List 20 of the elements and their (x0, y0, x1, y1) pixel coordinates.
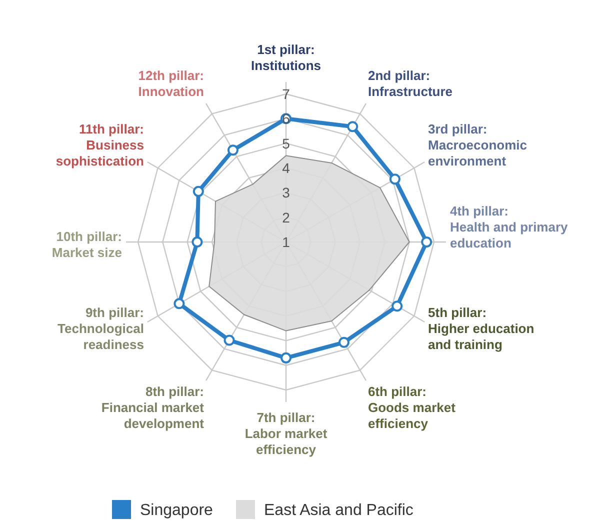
y-tick-label: 3 (282, 184, 290, 201)
y-tick-label: 4 (282, 160, 290, 176)
y-tick-label: 7 (282, 86, 290, 102)
spoke-label: 5th pillar: Higher education and training (428, 304, 534, 352)
spoke-label: 9th pillar: Technological readiness (58, 304, 144, 352)
spoke-label: 1st pillar: Institutions (250, 42, 322, 73)
spoke-label: 3rd pillar: Macroeconomic environment (428, 122, 528, 169)
spoke-label: 6th pillar: Goods market efficiency (368, 384, 456, 432)
spoke-label: 4th pillar: Health and primary education (450, 204, 569, 251)
y-tick-label: 1 (282, 234, 290, 250)
spoke-label: 10th pillar: Market size (52, 229, 122, 260)
legend-label: East Asia and Pacific (264, 502, 414, 519)
spoke-label: 12th pillar: Innovation (138, 68, 204, 99)
legend-label: Singapore (140, 502, 214, 519)
spoke-label: 8th pillar: Financial market development (101, 384, 205, 432)
spoke-label: 7th pillar: Labor market efficiency (244, 410, 328, 457)
y-tick-label: 5 (282, 135, 290, 152)
spoke-label: 11th pillar: Business sophistication (56, 122, 144, 169)
spoke-label: 2nd pillar: Infrastructure (368, 68, 453, 99)
y-tick-label: 2 (282, 209, 290, 226)
